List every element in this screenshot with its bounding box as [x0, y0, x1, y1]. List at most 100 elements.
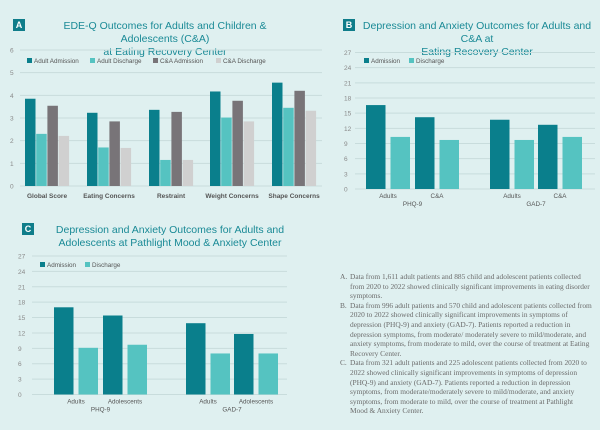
- y-tick-label: 6: [344, 156, 348, 163]
- legend-swatch: [216, 58, 221, 63]
- bar: [439, 139, 459, 189]
- footnote-letter: B.: [340, 300, 347, 310]
- bar: [234, 333, 254, 395]
- group-label: PHQ-9: [91, 407, 111, 414]
- footnote-text: Data from 1,611 adult patients and 885 c…: [350, 272, 590, 301]
- y-tick-label: 12: [18, 330, 26, 337]
- x-tick-label: C&A: [554, 193, 568, 200]
- bar: [490, 119, 510, 189]
- bar: [514, 139, 534, 189]
- bar: [186, 323, 206, 395]
- bar: [283, 107, 294, 186]
- y-tick-label: 15: [344, 111, 352, 118]
- x-tick-label: Adolescents: [239, 399, 273, 406]
- y-tick-label: 15: [18, 315, 26, 322]
- legend-swatch: [27, 58, 32, 63]
- bar: [54, 307, 74, 395]
- group-label: GAD-7: [526, 201, 546, 208]
- y-tick-label: 3: [18, 377, 22, 384]
- footnotes: A. Data from 1,611 adult patients and 885…: [340, 272, 592, 416]
- bar: [171, 111, 182, 186]
- legend-swatch: [40, 262, 45, 267]
- bar: [305, 110, 317, 186]
- chart-c-plot: 0 3 6 9 12 15 18 21 24 27 Admission Discharge Adults…: [18, 254, 287, 414]
- y-tick-label: 2: [10, 138, 14, 145]
- y-tick-label: 0: [18, 392, 22, 399]
- y-tick-label: 24: [18, 269, 26, 276]
- x-tick-label: Adults: [67, 399, 85, 406]
- bar: [103, 315, 123, 395]
- legend-swatch: [409, 58, 414, 63]
- x-tick-label: Eating Concerns: [83, 193, 135, 200]
- legend-swatch: [364, 58, 369, 63]
- bar: [390, 136, 410, 189]
- y-tick-label: 27: [18, 254, 26, 261]
- legend-swatch: [85, 262, 90, 267]
- footnote-c: C. Data from 321 adult patients and 225 a…: [340, 358, 592, 416]
- x-tick-label: Adults: [199, 399, 217, 406]
- bar: [415, 117, 435, 189]
- footnote-a: A. Data from 1,611 adult patients and 885…: [340, 272, 592, 301]
- x-tick-label: Adolescents: [108, 399, 142, 406]
- chart-c-title-line-2: Adolescents at Pathlight Mood & Anxiety …: [58, 237, 282, 249]
- footnote-b: B. Data from 996 adult patients and 570 c…: [340, 301, 592, 359]
- y-tick-label: 21: [344, 80, 352, 87]
- bar: [232, 100, 243, 186]
- chart-a-plot: 0 1 2 3 4 5 6 Adult Admission Adult Discharge C&A…: [10, 48, 322, 200]
- footnote-text: Data from 996 adult patients and 570 chi…: [350, 300, 592, 358]
- bar: [160, 159, 171, 186]
- footnote-text: Data from 321 adult patients and 225 ado…: [350, 358, 587, 416]
- y-tick-label: 21: [18, 284, 26, 291]
- x-tick-label: Global Score: [27, 193, 67, 200]
- y-tick-label: 0: [10, 184, 14, 191]
- y-tick-label: 4: [10, 93, 14, 100]
- legend-label: Adult Discharge: [97, 58, 142, 65]
- bar: [272, 82, 283, 186]
- y-tick-label: 5: [10, 70, 14, 77]
- x-tick-label: C&A: [431, 193, 445, 200]
- legend-label: Admission: [47, 262, 77, 269]
- x-tick-label: Adults: [503, 193, 521, 200]
- y-tick-label: 6: [10, 48, 14, 55]
- chart-b-plot: 0 3 6 9 12 15 18 21 24 27 Admission Discharge Adults…: [344, 50, 595, 208]
- bar: [182, 159, 194, 186]
- bar: [243, 121, 255, 186]
- bar: [127, 344, 147, 395]
- legend-label: C&A Discharge: [223, 58, 266, 65]
- bar: [78, 347, 98, 395]
- panel-badge-c: C: [22, 223, 34, 235]
- y-tick-label: 24: [344, 65, 352, 72]
- x-tick-label: Adults: [379, 193, 397, 200]
- legend-label: C&A Admission: [160, 58, 204, 65]
- legend-label: Admission: [371, 58, 401, 65]
- bar: [210, 91, 221, 186]
- bar: [25, 98, 36, 186]
- legend-label: Adult Admission: [34, 58, 79, 65]
- chart-c-title: Depression and Anxiety Outcomes for Adul…: [50, 224, 290, 250]
- chart-a-title-line-1: EDE-Q Outcomes for Adults and Children &…: [63, 20, 267, 45]
- footnote-letter: C.: [340, 358, 347, 368]
- y-tick-label: 6: [18, 361, 22, 368]
- y-tick-label: 9: [18, 346, 22, 353]
- bar: [98, 147, 109, 186]
- chart-panel-b: B Depression and Anxiety Outcomes for Ad…: [330, 0, 600, 210]
- bar: [36, 133, 47, 186]
- bar: [58, 135, 70, 186]
- bar: [538, 124, 558, 189]
- y-tick-label: 9: [344, 141, 348, 148]
- bar: [366, 105, 386, 189]
- chart-panel-a: A EDE-Q Outcomes for Adults and Children…: [0, 0, 330, 210]
- bar: [210, 353, 230, 395]
- y-tick-label: 3: [344, 171, 348, 178]
- bar: [109, 121, 120, 186]
- panel-badge-b: B: [343, 19, 355, 31]
- legend-swatch: [153, 58, 158, 63]
- footnote-letter: A.: [340, 272, 348, 281]
- group-label: GAD-7: [222, 407, 242, 414]
- bar: [258, 353, 278, 395]
- y-tick-label: 12: [344, 126, 352, 133]
- bar: [87, 112, 98, 186]
- legend-swatch: [90, 58, 95, 63]
- group-label: PHQ-9: [403, 201, 423, 208]
- bar: [47, 105, 58, 186]
